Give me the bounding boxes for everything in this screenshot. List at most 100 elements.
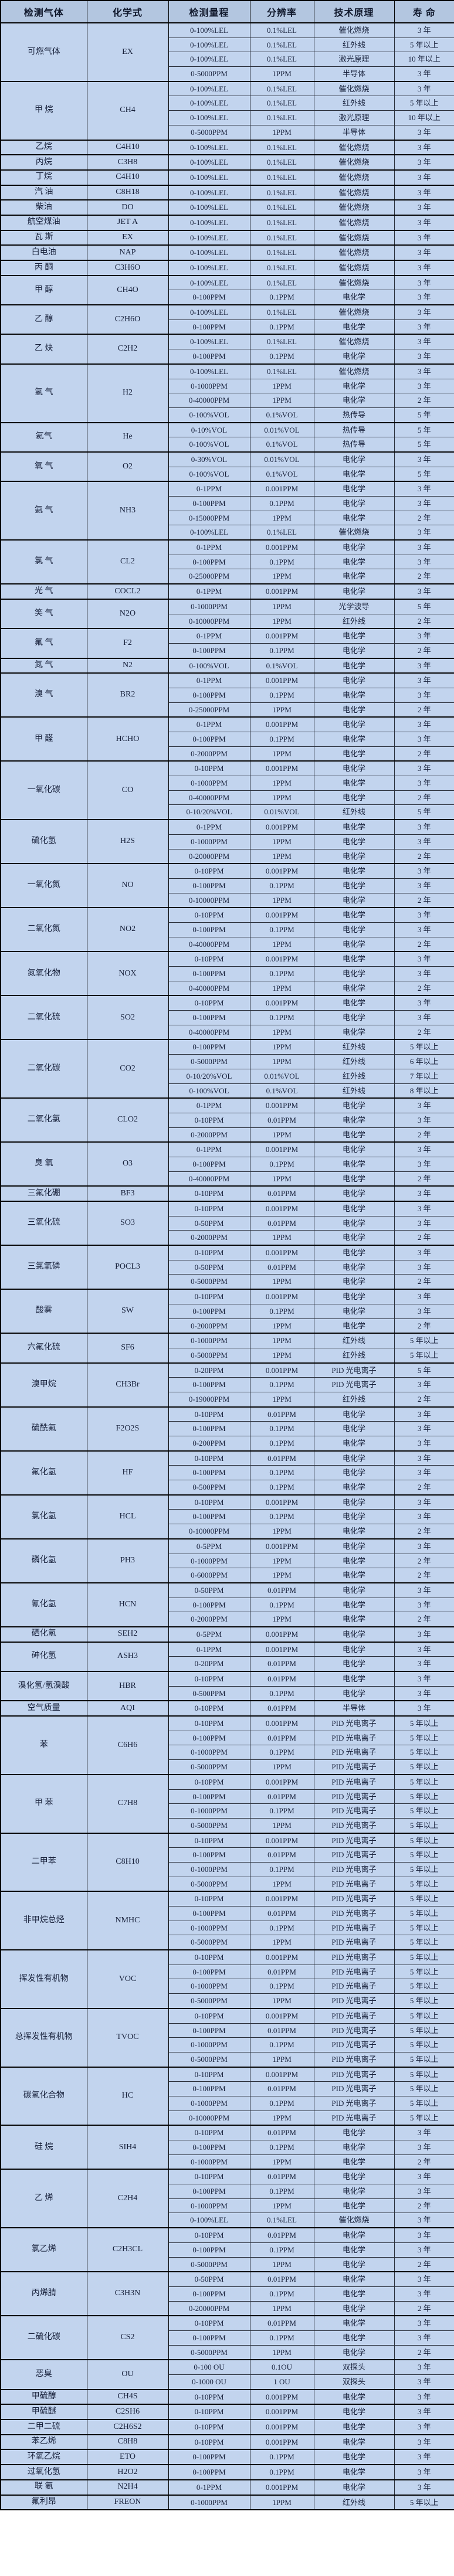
formula-cell: HF xyxy=(86,1450,169,1496)
lifespan-cell: 3 年 xyxy=(394,199,454,216)
resolution-cell: 1PPM xyxy=(249,848,314,864)
resolution-cell: 0.001PPM xyxy=(249,2479,314,2495)
principle-cell: 电化学 xyxy=(313,1435,395,1452)
formula-cell: CH4S xyxy=(86,2388,169,2405)
principle-cell: 电化学 xyxy=(313,716,395,733)
gas-cell: 氦气 xyxy=(0,422,87,453)
principle-cell: 电化学 xyxy=(313,687,395,703)
formula-cell: H2O2 xyxy=(86,2464,169,2480)
principle-cell: 电化学 xyxy=(313,2140,395,2155)
principle-cell: 电化学 xyxy=(313,1626,395,1643)
table-row: 硫化氢 H2S 0-1PPM 0.001PPM 电化学 3 年 xyxy=(0,819,454,864)
formula-cell: CH4O xyxy=(86,274,169,305)
range-cell: 0-100 OU xyxy=(168,2359,250,2376)
table-row: 0-1000PPM 0.1PPM PID 光电离子 5 年以上 xyxy=(1,1920,454,1936)
lifespan-cell: 2 年 xyxy=(394,2300,454,2316)
table-row: 0-100PPM 0.1PPM 电化学 3 年 xyxy=(1,687,454,703)
principle-cell: 电化学 xyxy=(313,496,395,511)
principle-cell: 电化学 xyxy=(313,995,395,1011)
table-row: 0-100PPM 0.1PPM 电化学 3 年 xyxy=(1,1421,454,1436)
resolution-cell: 0.001PPM xyxy=(249,1141,314,1157)
resolution-cell: 1PPM xyxy=(249,2198,314,2214)
resolution-cell: 0.001PPM xyxy=(249,1494,314,1510)
table-row: 0-100PPM 0.1PPM 电化学 3 年 xyxy=(1,496,454,511)
principle-cell: 电化学 xyxy=(313,466,395,482)
principle-cell: 催化燃烧 xyxy=(313,214,395,231)
lifespan-cell: 5 年以上 xyxy=(394,1789,454,1804)
table-row: 0-100%VOL 0.1%VOL 热传导 5 年 xyxy=(1,437,454,453)
resolution-cell: 0.01PPM xyxy=(249,1185,314,1202)
formula-cell: DO xyxy=(86,199,169,216)
principle-cell: 热传导 xyxy=(313,422,395,438)
principle-cell: PID 光电离子 xyxy=(313,1935,395,1950)
principle-cell: 红外线 xyxy=(313,804,395,820)
principle-cell: 电化学 xyxy=(313,848,395,864)
principle-cell: 电化学 xyxy=(313,1274,395,1290)
principle-cell: PID 光电离子 xyxy=(313,1949,395,1965)
range-cell: 0-50PPM xyxy=(168,1582,250,1598)
lifespan-cell: 2 年 xyxy=(394,1568,454,1583)
lifespan-cell: 5 年以上 xyxy=(394,2066,454,2082)
principle-cell: 电化学 xyxy=(313,2330,395,2346)
range-cell: 0-100PPM xyxy=(168,2464,250,2480)
principle-cell: 催化燃烧 xyxy=(313,22,395,38)
formula-cell: F2 xyxy=(86,628,169,659)
range-cell: 0-5PPM xyxy=(168,1538,250,1554)
resolution-cell: 1PPM xyxy=(249,936,314,952)
resolution-cell: 1PPM xyxy=(249,1274,314,1290)
formula-cell: NOX xyxy=(86,951,169,996)
range-cell: 0-1000PPM xyxy=(168,2494,250,2510)
lifespan-cell: 3 年 xyxy=(394,1597,454,1613)
range-cell: 0-100%LEL xyxy=(168,169,250,186)
gas-cell: 溴 气 xyxy=(0,672,87,718)
resolution-cell: 0.01PPM xyxy=(249,1582,314,1598)
principle-cell: 红外线 xyxy=(313,1039,395,1055)
resolution-cell: 0.01PPM xyxy=(249,1450,314,1466)
range-cell: 0-100PPM xyxy=(168,643,250,659)
principle-cell: 红外线 xyxy=(313,1333,395,1348)
formula-cell: C4H10 xyxy=(86,169,169,186)
range-cell: 0-2000PPM xyxy=(168,1230,250,1246)
range-cell: 0-1000PPM xyxy=(168,834,250,849)
range-cell: 0-1000 OU xyxy=(168,2374,250,2390)
lifespan-cell: 3 年 xyxy=(394,1450,454,1466)
formula-cell: BR2 xyxy=(86,672,169,718)
table-row: 氟 气 F2 0-1PPM 0.001PPM 电化学 3 年 xyxy=(0,628,454,659)
gas-cell: 二氧化碳 xyxy=(0,1039,87,1099)
lifespan-cell: 2 年 xyxy=(394,1480,454,1496)
table-row: 溴甲烷 CH3Br 0-20PPM 0.001PPM PID 光电离子 5 年 xyxy=(0,1362,454,1408)
resolution-cell: 0.1PPM xyxy=(249,1010,314,1025)
table-row: 0-5000PPM 1PPM 红外线 6 年以上 xyxy=(1,1054,454,1069)
principle-cell: PID 光电离子 xyxy=(313,2051,395,2068)
resolution-cell: 1PPM xyxy=(249,1993,314,2009)
resolution-cell: 0.01PPM xyxy=(249,1215,314,1231)
lifespan-cell: 3 年 xyxy=(394,363,454,379)
principle-cell: 催化燃烧 xyxy=(313,139,395,155)
resolution-cell: 1PPM xyxy=(249,1230,314,1246)
lifespan-cell: 3 年 xyxy=(394,1494,454,1510)
range-cell: 0-100%VOL xyxy=(168,1083,250,1099)
table-row: 0-5000PPM 1PPM 电化学 2 年 xyxy=(1,1274,454,1290)
lifespan-cell: 2 年 xyxy=(394,613,454,629)
lifespan-cell: 2 年 xyxy=(394,936,454,952)
table-row: 0-6000PPM 1PPM 电化学 2 年 xyxy=(1,1568,454,1583)
gas-cell: 氮氧化物 xyxy=(0,951,87,996)
formula-cell: C8H10 xyxy=(86,1832,169,1892)
principle-cell: 催化燃烧 xyxy=(313,244,395,261)
table-row: 0-2000PPM 1PPM 电化学 2 年 xyxy=(1,1318,454,1334)
gas-cell: 六氟化硫 xyxy=(0,1333,87,1364)
principle-cell: PID 光电离子 xyxy=(313,1730,395,1746)
lifespan-cell: 3 年 xyxy=(394,834,454,849)
gas-cell: 氨 气 xyxy=(0,481,87,541)
table-row: 苯 C6H6 0-10PPM 0.001PPM PID 光电离子 5 年以上 xyxy=(0,1715,454,1775)
lifespan-cell: 2 年 xyxy=(394,1524,454,1540)
formula-cell: HBR xyxy=(86,1670,169,1701)
table-row: 臭 氧 O3 0-1PPM 0.001PPM 电化学 3 年 xyxy=(0,1141,454,1187)
gas-cell: 二甲苯 xyxy=(0,1832,87,1892)
range-cell: 0-100%LEL xyxy=(168,96,250,111)
resolution-cell: 0.1PPM xyxy=(249,2464,314,2480)
lifespan-cell: 5 年以上 xyxy=(394,1861,454,1877)
principle-cell: 电化学 xyxy=(313,1171,395,1187)
resolution-cell: 1PPM xyxy=(249,1171,314,1187)
gas-cell: 丙 酮 xyxy=(0,260,87,276)
